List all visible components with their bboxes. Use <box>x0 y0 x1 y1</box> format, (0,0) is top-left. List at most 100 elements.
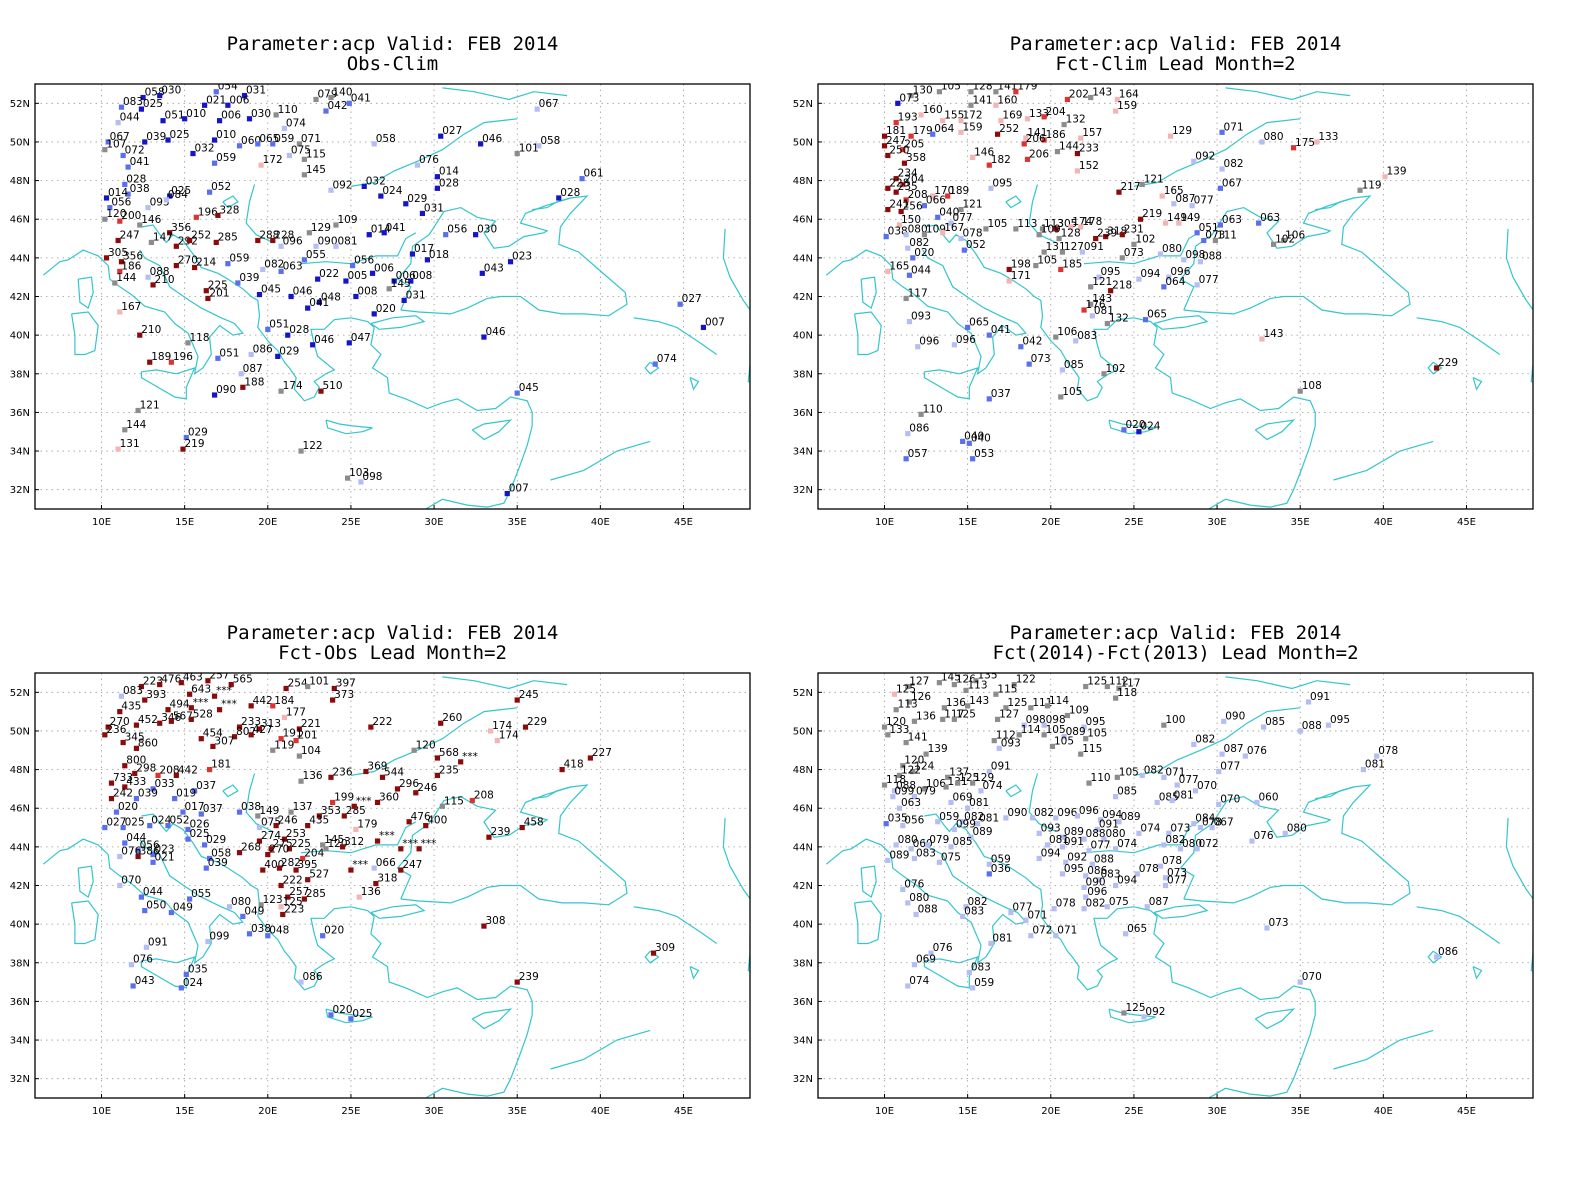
station-marker <box>960 819 966 825</box>
station-marker <box>296 141 302 147</box>
station-value-label: 257 <box>289 886 309 898</box>
station-value-label: 027 <box>442 125 462 137</box>
station-value-label: 143 <box>1092 87 1112 99</box>
station-marker <box>885 185 891 191</box>
station-marker <box>1059 844 1066 850</box>
station-marker <box>349 262 356 269</box>
station-marker <box>881 143 888 149</box>
station-marker <box>187 896 193 902</box>
station-marker <box>142 139 148 145</box>
station-marker <box>118 259 125 265</box>
station-marker <box>1114 96 1120 103</box>
station-value-label: 494 <box>170 699 190 711</box>
station-value-label: 082 <box>967 896 987 908</box>
station-value-label: 020 <box>118 801 138 813</box>
tick-label-lat: 48N <box>793 176 813 187</box>
station-marker <box>481 334 487 340</box>
station-value-label: 252 <box>999 123 1019 135</box>
station-value-label: 086 <box>909 423 929 435</box>
station-value-label: 041 <box>351 92 371 104</box>
station-marker <box>1024 156 1031 162</box>
station-value-label: 025 <box>171 185 191 197</box>
station-marker <box>115 237 121 244</box>
station-marker <box>1108 288 1114 294</box>
station-value-label: 067 <box>539 98 559 110</box>
station-value-label: 052 <box>966 239 986 251</box>
tick-label-lon: 10E <box>875 1106 894 1117</box>
station-marker <box>1254 799 1260 806</box>
station-marker <box>125 191 131 197</box>
station-marker <box>256 824 263 831</box>
station-marker <box>986 871 992 877</box>
station-marker <box>1136 429 1142 435</box>
station-marker <box>103 195 110 201</box>
station-value-label: 019 <box>176 788 196 800</box>
station-value-label: 007 <box>509 483 529 495</box>
station-value-label: 052 <box>211 181 231 193</box>
station-value-label: 179 <box>913 125 933 137</box>
station-marker <box>345 475 351 481</box>
station-marker <box>1314 139 1320 145</box>
station-value-label: 076 <box>419 154 439 166</box>
station-marker <box>895 100 901 106</box>
station-value-label: 090 <box>216 384 236 396</box>
station-marker <box>205 938 211 945</box>
station-value-label: 149 <box>259 805 279 817</box>
coastline-segment <box>77 276 94 310</box>
station-marker <box>650 950 657 956</box>
station-value-label: 037 <box>203 803 223 815</box>
station-value-label: 095 <box>1330 714 1350 726</box>
station-marker <box>1261 724 1267 730</box>
coastline-segment <box>633 906 718 944</box>
station-value-label: 115 <box>1082 743 1102 755</box>
coastline-segment <box>1133 707 1301 776</box>
station-value-label: 082 <box>1195 733 1215 745</box>
station-marker <box>318 388 324 394</box>
station-value-label: 077 <box>1167 875 1187 887</box>
tick-label-lat: 32N <box>10 1074 30 1085</box>
station-value-label: 073 <box>1124 247 1144 259</box>
station-marker <box>157 720 163 726</box>
station-marker <box>313 96 319 103</box>
tick-label-lat: 44N <box>10 253 30 264</box>
tick-label-lat: 42N <box>10 881 30 892</box>
panel-fct-clim: Parameter:acp Valid: FEB 2014 Fct-Clim L… <box>793 34 1534 534</box>
station-marker <box>940 230 946 236</box>
station-value-label: 044 <box>120 112 140 124</box>
station-marker <box>192 264 198 271</box>
station-marker <box>1006 266 1012 273</box>
station-marker <box>988 940 994 947</box>
panel-title-line1: Parameter:acp Valid: FEB 2014 <box>226 622 559 644</box>
station-value-label: 144 <box>116 272 136 284</box>
station-value-label: 065 <box>1147 309 1167 321</box>
station-value-label: 246 <box>278 815 298 827</box>
tick-label-lon: 35E <box>1291 517 1310 528</box>
station-value-label: 196 <box>198 206 218 218</box>
station-marker <box>900 886 906 892</box>
coastline-segment <box>860 865 877 899</box>
station-marker <box>313 243 319 249</box>
station-value-label: 127 <box>909 676 929 688</box>
station-marker <box>1036 855 1042 862</box>
station-marker <box>921 232 928 238</box>
coastline-segment <box>350 118 518 187</box>
station-marker <box>1041 249 1047 255</box>
station-value-label: 214 <box>196 257 216 269</box>
station-marker <box>278 243 284 249</box>
station-value-label: 067 <box>1222 177 1242 189</box>
station-value-label: 084 <box>1195 813 1215 825</box>
station-value-label: 081 <box>1049 834 1069 846</box>
station-marker <box>122 784 128 790</box>
station-marker <box>1249 838 1255 844</box>
station-value-label: 095 <box>992 177 1012 189</box>
station-marker <box>373 880 379 887</box>
station-value-label: 395 <box>298 859 318 871</box>
station-value-label: 095 <box>1064 863 1084 875</box>
coastline-segment <box>689 966 700 980</box>
station-value-label: 256 <box>903 201 923 213</box>
coastline-segment <box>370 916 533 1098</box>
station-value-label: 308 <box>485 915 505 927</box>
coastline-segment <box>1153 315 1209 330</box>
station-marker <box>1139 772 1145 778</box>
station-marker <box>534 106 540 112</box>
